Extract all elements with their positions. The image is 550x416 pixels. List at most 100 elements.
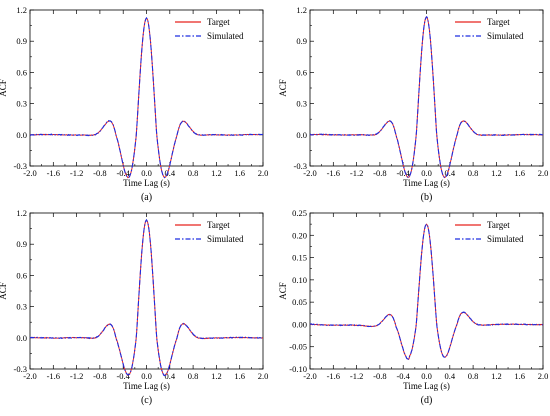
x-tick-label: -0.4 <box>396 168 410 178</box>
legend-label-target: Target <box>487 220 510 230</box>
y-tick-label: 0.3 <box>296 99 307 109</box>
y-tick-label: 0.6 <box>16 270 27 280</box>
x-tick-label: -0.8 <box>93 168 106 178</box>
target-series-line <box>309 16 544 179</box>
panel-label: (d) <box>421 395 433 406</box>
y-tick-label: 1.2 <box>16 5 27 15</box>
x-tick-label: -0.8 <box>373 371 386 381</box>
y-tick-label: 0.3 <box>16 302 27 312</box>
y-tick-label: 0.10 <box>292 275 307 285</box>
y-tick-label: 0.0 <box>16 130 27 140</box>
y-tick-label: 0.15 <box>292 253 307 263</box>
x-tick-label: -0.8 <box>373 168 386 178</box>
x-axis-label: Time Lag (s) <box>123 178 170 188</box>
y-tick-label: 1.2 <box>16 208 27 218</box>
x-tick-label: 1.2 <box>491 168 502 178</box>
simulated-series-line <box>310 223 544 360</box>
y-axis-label: ACF <box>0 79 8 97</box>
y-tick-label: -0.3 <box>294 161 307 171</box>
x-tick-label: 1.6 <box>514 371 525 381</box>
y-axis-label: ACF <box>278 282 288 300</box>
y-tick-label: 0.00 <box>292 319 307 329</box>
y-tick-label: 1.2 <box>296 5 307 15</box>
x-tick-label: 1.6 <box>234 168 245 178</box>
x-tick-label: -1.6 <box>47 371 60 381</box>
x-axis-label: Time Lag (s) <box>123 381 170 391</box>
x-tick-label: 2.0 <box>258 371 269 381</box>
x-axis-label: Time Lag (s) <box>403 381 450 391</box>
y-tick-label: -0.10 <box>289 364 307 374</box>
legend-label-target: Target <box>487 17 510 27</box>
x-tick-label: -0.4 <box>396 371 410 381</box>
target-series-line <box>29 17 264 179</box>
x-tick-label: -1.6 <box>47 168 60 178</box>
x-tick-label: 1.2 <box>211 371 222 381</box>
y-tick-label: -0.3 <box>14 364 27 374</box>
y-tick-label: 0.6 <box>296 67 307 77</box>
x-tick-label: -1.2 <box>350 168 363 178</box>
x-tick-label: 0.4 <box>164 371 175 381</box>
x-tick-label: 0.4 <box>444 371 455 381</box>
acf-panel-a: -2.0 -1.6 -1.2 -0.8 -0.4 0.0 0.4 0.8 1.2 1.6 2.0 -0… <box>0 5 268 203</box>
acf-panel-c: -2.0 -1.6 -1.2 -0.8 -0.4 0.0 0.4 0.8 1.2 1.6 2.0 -0… <box>0 208 268 406</box>
x-tick-label: 0.8 <box>468 371 479 381</box>
x-tick-label: -2.0 <box>303 371 316 381</box>
x-tick-label: -0.8 <box>93 371 106 381</box>
x-tick-label: 1.2 <box>491 371 502 381</box>
x-tick-label: -1.2 <box>70 168 83 178</box>
x-tick-label: 0.0 <box>421 168 432 178</box>
acf-panel-b: -2.0 -1.6 -1.2 -0.8 -0.4 0.0 0.4 0.8 1.2 1.6 2.0 -0… <box>278 5 548 203</box>
x-tick-label: 0.8 <box>188 371 199 381</box>
x-tick-label: 0.4 <box>164 168 175 178</box>
y-tick-label: 0.0 <box>296 130 307 140</box>
panel-label: (c) <box>141 395 152 406</box>
y-tick-label: 0.9 <box>296 36 307 46</box>
x-tick-label: -1.2 <box>70 371 83 381</box>
x-tick-label: 1.2 <box>211 168 222 178</box>
x-tick-label: 0.0 <box>141 168 152 178</box>
x-tick-label: 0.8 <box>468 168 479 178</box>
y-tick-label: 0.20 <box>292 230 307 240</box>
y-axis-label: ACF <box>0 282 8 300</box>
legend-label-target: Target <box>207 17 230 27</box>
legend-label-target: Target <box>207 220 230 230</box>
simulated-series-line <box>29 16 264 179</box>
x-tick-label: 0.8 <box>188 168 199 178</box>
panel-label: (a) <box>141 192 152 203</box>
x-tick-label: 2.0 <box>538 168 549 178</box>
x-tick-label: -2.0 <box>23 371 36 381</box>
y-axis-label: ACF <box>278 79 288 97</box>
x-tick-label: 0.0 <box>141 371 152 381</box>
legend-label-simulated: Simulated <box>487 31 524 41</box>
x-axis-label: Time Lag (s) <box>403 178 450 188</box>
x-tick-label: 0.4 <box>444 168 455 178</box>
y-tick-label: 0.6 <box>16 67 27 77</box>
x-tick-label: -1.2 <box>350 371 363 381</box>
x-tick-label: -1.6 <box>327 168 340 178</box>
x-tick-label: -2.0 <box>303 168 316 178</box>
x-tick-label: -1.6 <box>327 371 340 381</box>
y-tick-label: 0.9 <box>16 239 27 249</box>
x-tick-label: -0.4 <box>116 371 130 381</box>
legend-label-simulated: Simulated <box>487 234 524 244</box>
simulated-series-line <box>309 16 544 179</box>
x-tick-label: 1.6 <box>234 371 245 381</box>
y-tick-label: 0.25 <box>292 208 307 218</box>
x-tick-label: 0.0 <box>421 371 432 381</box>
x-tick-label: 2.0 <box>538 371 549 381</box>
legend-label-simulated: Simulated <box>207 31 244 41</box>
y-tick-label: 0.0 <box>16 333 27 343</box>
y-tick-label: 0.3 <box>16 99 27 109</box>
y-tick-label: 0.9 <box>16 36 27 46</box>
simulated-series-line <box>29 218 264 377</box>
x-tick-label: -2.0 <box>23 168 36 178</box>
x-tick-label: 1.6 <box>514 168 525 178</box>
x-tick-label: -0.4 <box>116 168 130 178</box>
y-tick-label: -0.05 <box>289 342 307 352</box>
panel-label: (b) <box>421 192 433 203</box>
y-tick-label: -0.3 <box>14 161 27 171</box>
legend-label-simulated: Simulated <box>207 234 244 244</box>
x-tick-label: 2.0 <box>258 168 269 178</box>
